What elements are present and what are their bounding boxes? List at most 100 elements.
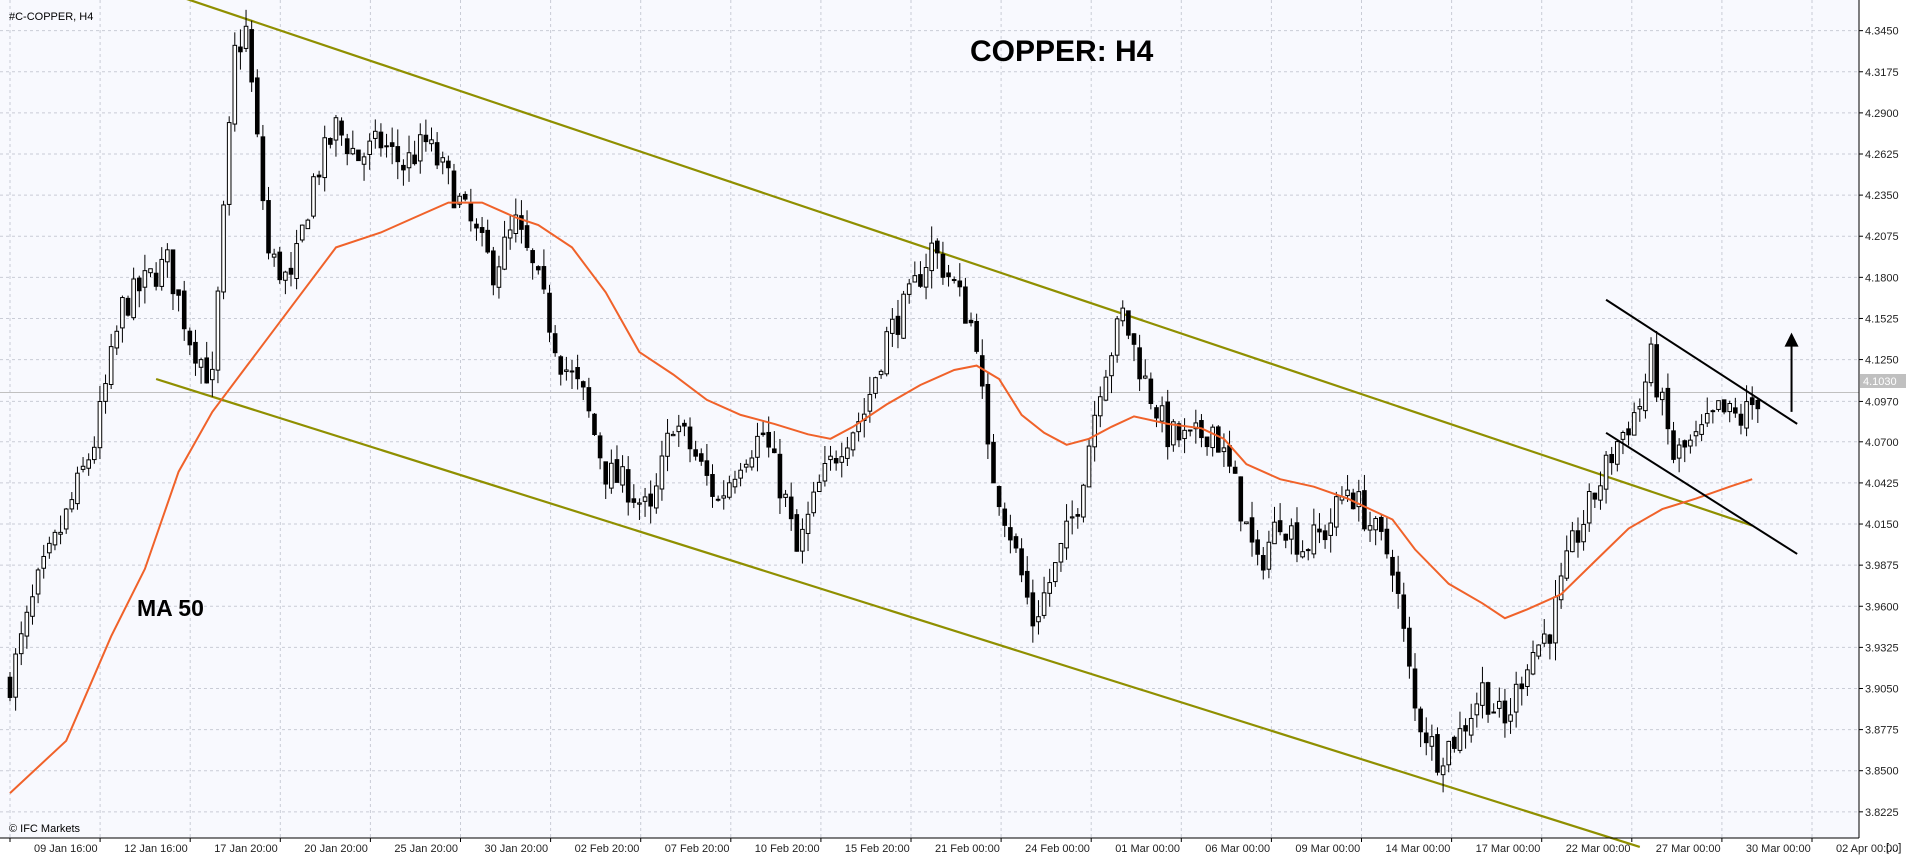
candle: [609, 449, 614, 494]
candle-body: [1086, 445, 1092, 488]
price-tick-label: 4.2625: [1865, 149, 1899, 161]
candle-body: [1716, 400, 1721, 410]
candle: [1159, 396, 1165, 433]
candle: [1631, 402, 1637, 436]
candle-body: [760, 432, 766, 436]
candle-body: [1564, 550, 1570, 579]
candle-body: [1643, 381, 1648, 412]
candle-body: [221, 204, 226, 293]
candle: [423, 119, 429, 152]
candle-body: [333, 117, 339, 141]
candle: [828, 445, 833, 471]
candle: [833, 450, 839, 471]
candle: [294, 229, 299, 290]
price-tick-label: 4.2350: [1865, 190, 1899, 202]
price-tick-label: 4.1800: [1865, 272, 1899, 284]
candle: [322, 125, 328, 192]
candle: [1356, 479, 1362, 522]
candle-body: [1721, 399, 1727, 413]
candle-body: [1075, 514, 1081, 517]
candle-body: [148, 268, 153, 274]
candle-body: [951, 279, 957, 282]
candle-body: [1401, 594, 1407, 629]
price-tick-label: 3.8500: [1865, 766, 1899, 778]
candle: [1575, 517, 1581, 558]
candle: [968, 312, 974, 327]
candle: [1283, 533, 1289, 549]
candle-body: [395, 146, 401, 163]
candle: [1727, 400, 1733, 423]
candle-body: [1171, 421, 1176, 446]
candle: [198, 357, 204, 384]
candle: [339, 117, 344, 146]
price-tick-label: 3.9325: [1865, 642, 1899, 654]
candle: [597, 432, 603, 470]
candle: [929, 226, 934, 289]
candle: [603, 461, 609, 500]
candle: [1671, 421, 1676, 464]
candle-body: [412, 154, 417, 165]
candle: [1620, 430, 1626, 455]
candle: [884, 326, 890, 377]
candle: [215, 286, 221, 384]
candle: [1092, 400, 1097, 462]
candle-body: [249, 29, 254, 83]
candle: [1103, 369, 1109, 401]
price-tick-label: 3.8775: [1865, 725, 1899, 737]
candle: [1120, 300, 1126, 327]
candle-body: [1069, 516, 1075, 519]
candle: [148, 268, 153, 278]
candle-body: [1255, 539, 1260, 555]
candle-body: [451, 170, 457, 209]
candle: [507, 215, 513, 250]
candle: [1440, 757, 1446, 793]
candle-body: [1272, 521, 1277, 545]
candle-body: [1260, 555, 1266, 571]
time-tick-label: 02 Apr 00:00: [1836, 843, 1898, 855]
candle-body: [406, 152, 412, 169]
candle-body: [1053, 562, 1058, 583]
candle: [676, 414, 682, 447]
candle-body: [142, 270, 148, 288]
candle: [316, 170, 322, 186]
candle: [1047, 568, 1053, 607]
candle-body: [963, 286, 968, 324]
candle-body: [800, 528, 805, 552]
candle-body: [1193, 422, 1199, 430]
candle-body: [1210, 426, 1215, 449]
candle: [777, 438, 783, 514]
candle-body: [794, 514, 800, 552]
candle: [1704, 397, 1710, 427]
candle: [1643, 373, 1648, 419]
candle-body: [136, 277, 142, 292]
candle: [749, 450, 755, 471]
candle-body: [170, 249, 176, 295]
candle-body: [878, 370, 884, 376]
candle: [1598, 471, 1603, 510]
candle: [103, 374, 108, 414]
candle: [519, 200, 524, 244]
candle: [1086, 439, 1092, 488]
candle: [586, 377, 592, 418]
candle-body: [1671, 430, 1676, 460]
candle-body: [69, 499, 75, 510]
candle: [996, 485, 1002, 516]
candle-body: [288, 267, 294, 275]
candle: [328, 137, 333, 149]
candle: [805, 501, 811, 552]
price-tick-label: 4.0970: [1865, 396, 1899, 408]
candle-body: [1244, 521, 1249, 525]
plot-area[interactable]: [0, 0, 1859, 838]
candle: [1446, 740, 1452, 773]
candle: [474, 218, 479, 241]
candle-body: [519, 215, 524, 230]
candle: [299, 224, 305, 243]
candle: [35, 567, 41, 604]
candle-body: [1103, 376, 1109, 401]
candle-body: [592, 413, 597, 436]
candle-body: [1289, 525, 1294, 540]
candle: [238, 29, 243, 70]
time-tick-label: 17 Jan 20:00: [214, 843, 278, 855]
time-tick-label: 22 Mar 00:00: [1566, 843, 1631, 855]
